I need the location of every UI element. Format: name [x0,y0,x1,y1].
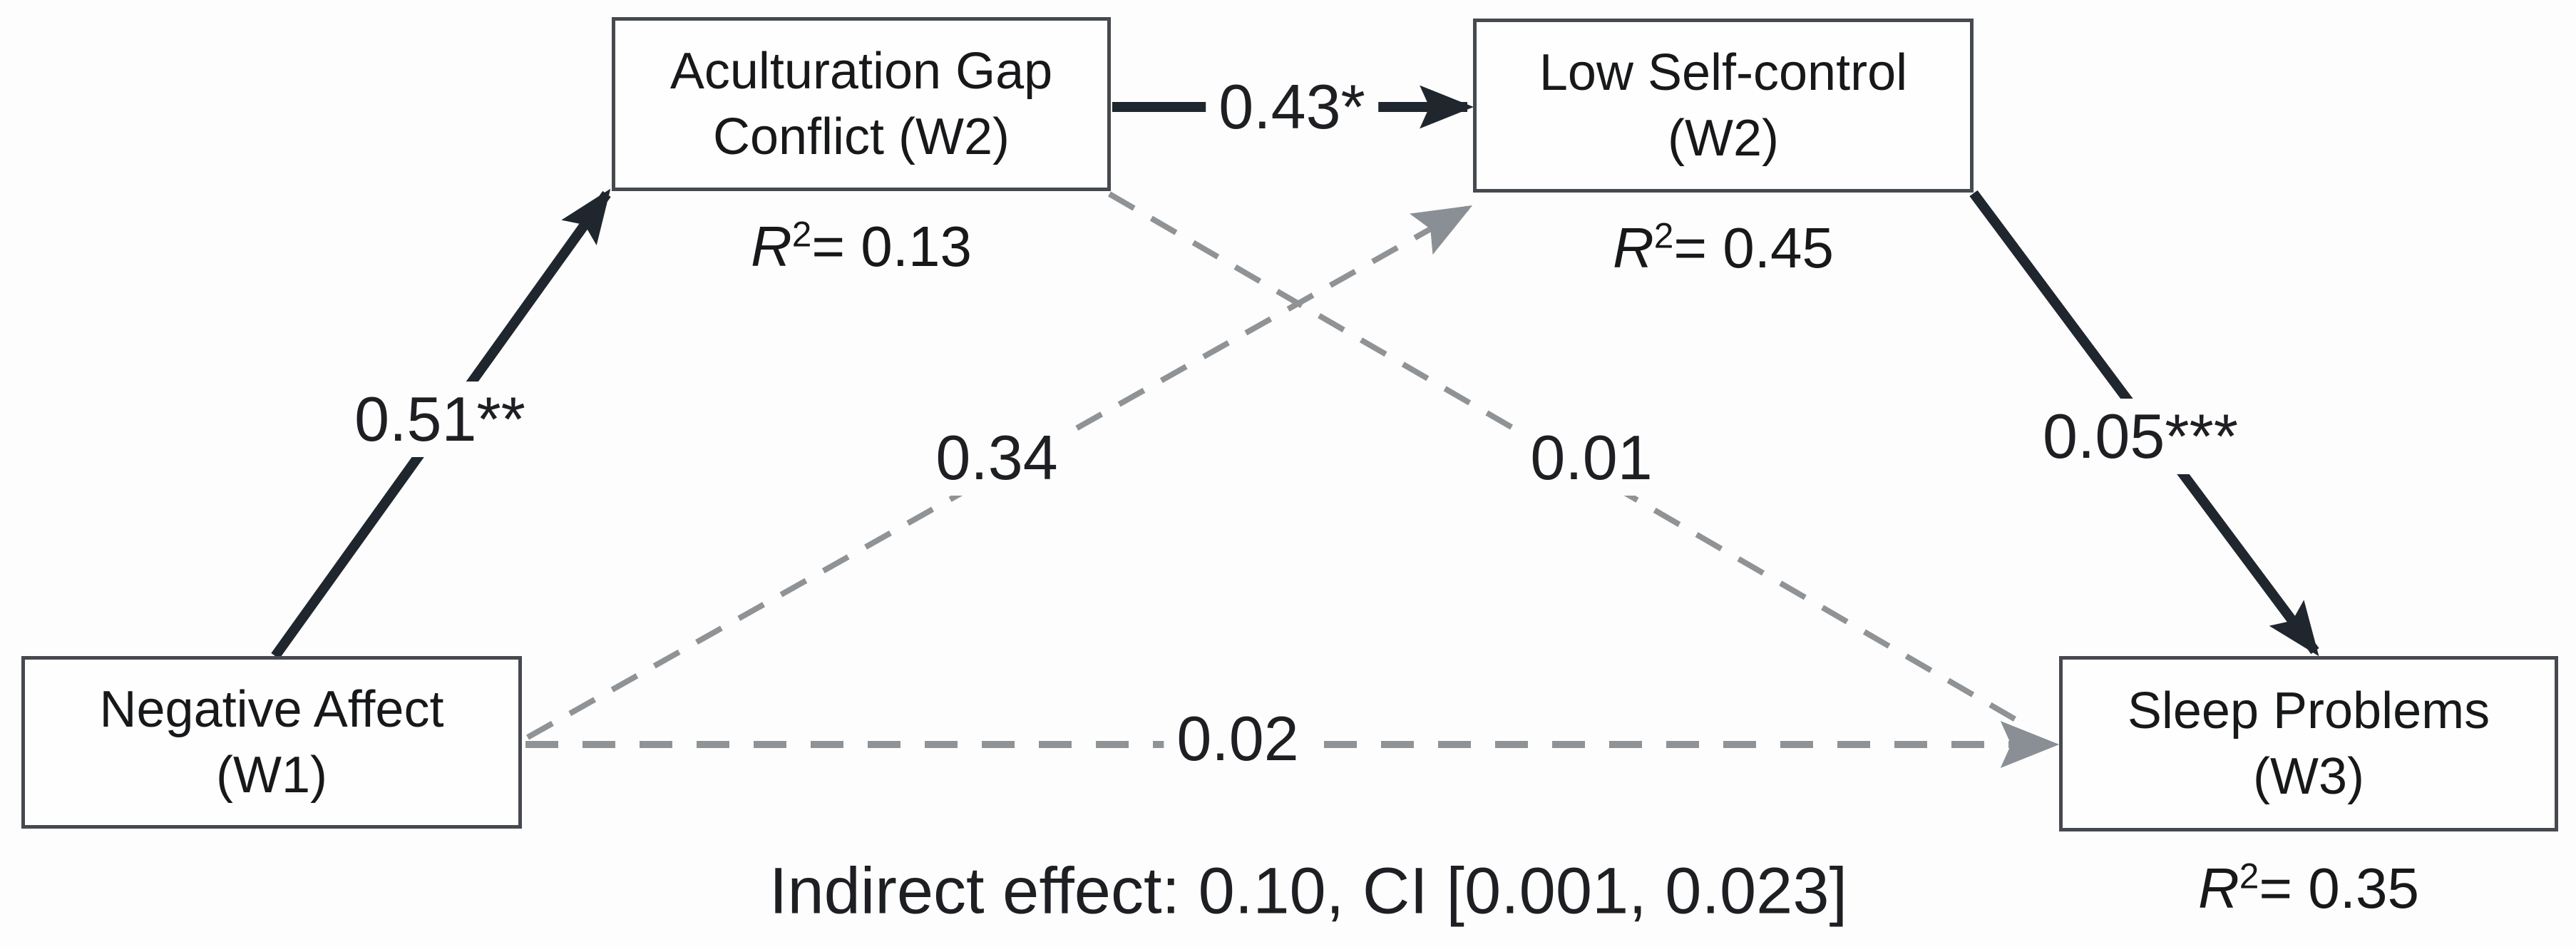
r2-superscript: 2 [1653,215,1674,256]
coefficient-negative-affect-to-sleep-problems: 0.02 [1164,701,1312,777]
r2-value: = 0.13 [811,215,973,278]
r2-sleep-problems: R2= 0.35 [2059,856,2558,921]
r2-superscript: 2 [791,214,812,255]
node-label: Low Self-control [1539,43,1908,101]
r2-symbol: R [2197,856,2239,920]
node-label: Negative Affect [99,680,444,738]
node-label: Sleep Problems [2127,682,2490,739]
r2-symbol: R [1612,216,1654,280]
node-low-self-control: Low Self-control (W2) [1473,19,1974,193]
node-label: Aculturation Gap [669,42,1053,100]
node-label-wave: (W3) [2253,748,2364,805]
node-acculturation-gap-conflict: Aculturation Gap Conflict (W2) [612,17,1111,191]
r2-symbol: R [750,215,792,278]
coefficient-acculturation-to-self-control: 0.43* [1206,69,1378,145]
r2-acculturation: R2= 0.13 [612,214,1111,280]
coefficient-negative-affect-to-self-control: 0.34 [923,420,1071,496]
coefficient-acculturation-to-sleep-problems: 0.01 [1517,420,1666,496]
r2-value: = 0.35 [2259,856,2420,920]
node-negative-affect: Negative Affect (W1) [21,656,522,829]
indirect-effect-note: Indirect effect: 0.10, CI [0.001, 0.023] [769,854,1848,928]
node-label-wave: (W1) [216,747,327,804]
node-sleep-problems: Sleep Problems (W3) [2059,656,2558,831]
r2-low-self-control: R2= 0.45 [1473,215,1974,281]
r2-superscript: 2 [2239,856,2259,896]
coefficient-negative-affect-to-acculturation: 0.51** [342,382,538,457]
coefficient-self-control-to-sleep-problems: 0.05*** [2029,399,2252,474]
node-label-wave: Conflict (W2) [712,108,1010,165]
r2-value: = 0.45 [1673,216,1834,280]
dashed-arrow-acculturation-to-sleep-problems [1107,191,2031,730]
node-label-wave: (W2) [1668,110,1779,167]
